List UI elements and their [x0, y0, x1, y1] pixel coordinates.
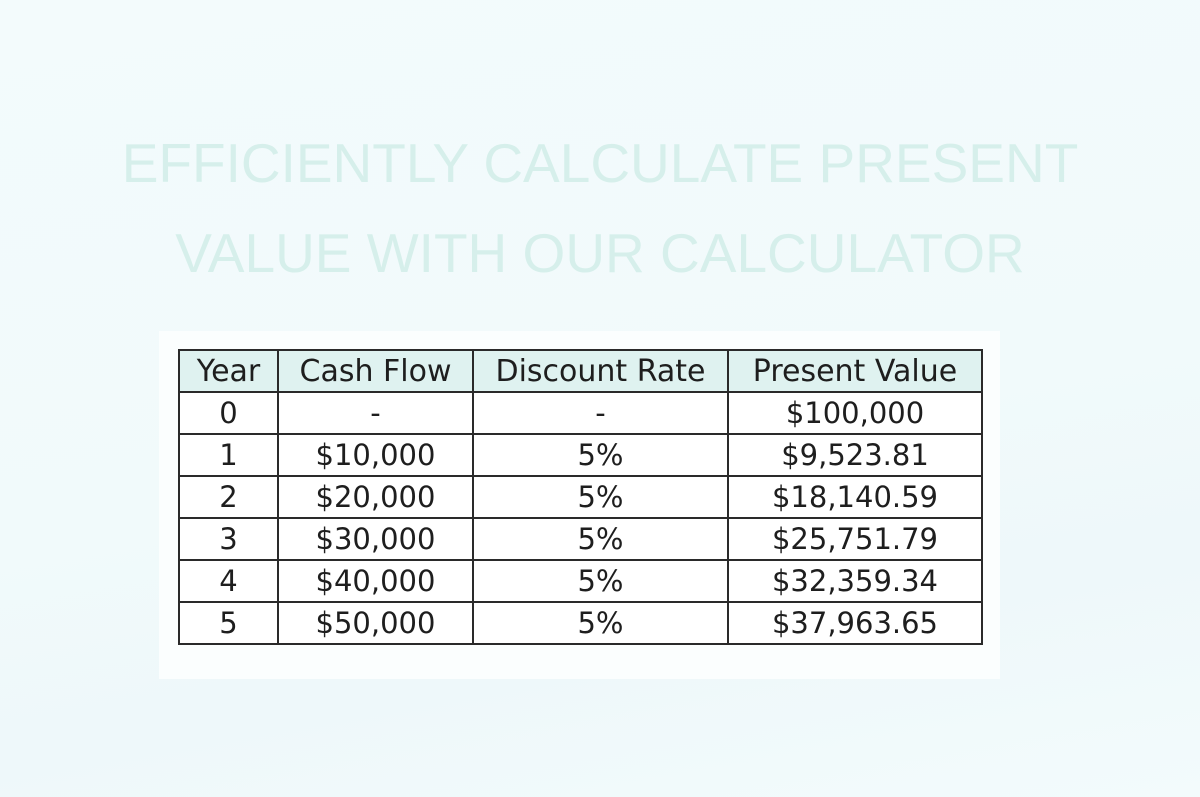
cell-discount-rate: 5% [472, 601, 729, 645]
cell-cash-flow: $20,000 [277, 475, 474, 519]
cell-year: 0 [178, 391, 279, 435]
page-title-line-1: EFFICIENTLY CALCULATE PRESENT [121, 132, 1079, 194]
cell-present-value: $25,751.79 [727, 517, 983, 561]
header-present-value: Present Value [727, 349, 983, 393]
cell-cash-flow: $40,000 [277, 559, 474, 603]
cell-year: 4 [178, 559, 279, 603]
table-row: 2 $20,000 5% $18,140.59 [178, 475, 983, 519]
header-discount-rate: Discount Rate [472, 349, 729, 393]
cell-discount-rate: - [472, 391, 729, 435]
table-row: 4 $40,000 5% $32,359.34 [178, 559, 983, 603]
table-row: 1 $10,000 5% $9,523.81 [178, 433, 983, 477]
cell-present-value: $37,963.65 [727, 601, 983, 645]
cell-present-value: $9,523.81 [727, 433, 983, 477]
header-year: Year [178, 349, 279, 393]
cell-discount-rate: 5% [472, 559, 729, 603]
header-cash-flow: Cash Flow [277, 349, 474, 393]
cell-discount-rate: 5% [472, 517, 729, 561]
table-row: 0 - - $100,000 [178, 391, 983, 435]
cell-year: 3 [178, 517, 279, 561]
cell-discount-rate: 5% [472, 475, 729, 519]
cell-discount-rate: 5% [472, 433, 729, 477]
cell-year: 5 [178, 601, 279, 645]
table-row: 3 $30,000 5% $25,751.79 [178, 517, 983, 561]
cell-year: 1 [178, 433, 279, 477]
cell-present-value: $32,359.34 [727, 559, 983, 603]
cell-present-value: $100,000 [727, 391, 983, 435]
table-row: 5 $50,000 5% $37,963.65 [178, 601, 983, 645]
table-header-row: Year Cash Flow Discount Rate Present Val… [178, 349, 983, 393]
cell-cash-flow: $50,000 [277, 601, 474, 645]
present-value-table: Year Cash Flow Discount Rate Present Val… [178, 349, 983, 645]
page-title: EFFICIENTLY CALCULATE PRESENT VALUE WITH… [0, 118, 1200, 298]
cell-cash-flow: - [277, 391, 474, 435]
cell-cash-flow: $30,000 [277, 517, 474, 561]
cell-present-value: $18,140.59 [727, 475, 983, 519]
cell-year: 2 [178, 475, 279, 519]
page-title-line-2: VALUE WITH OUR CALCULATOR [175, 222, 1025, 284]
cell-cash-flow: $10,000 [277, 433, 474, 477]
